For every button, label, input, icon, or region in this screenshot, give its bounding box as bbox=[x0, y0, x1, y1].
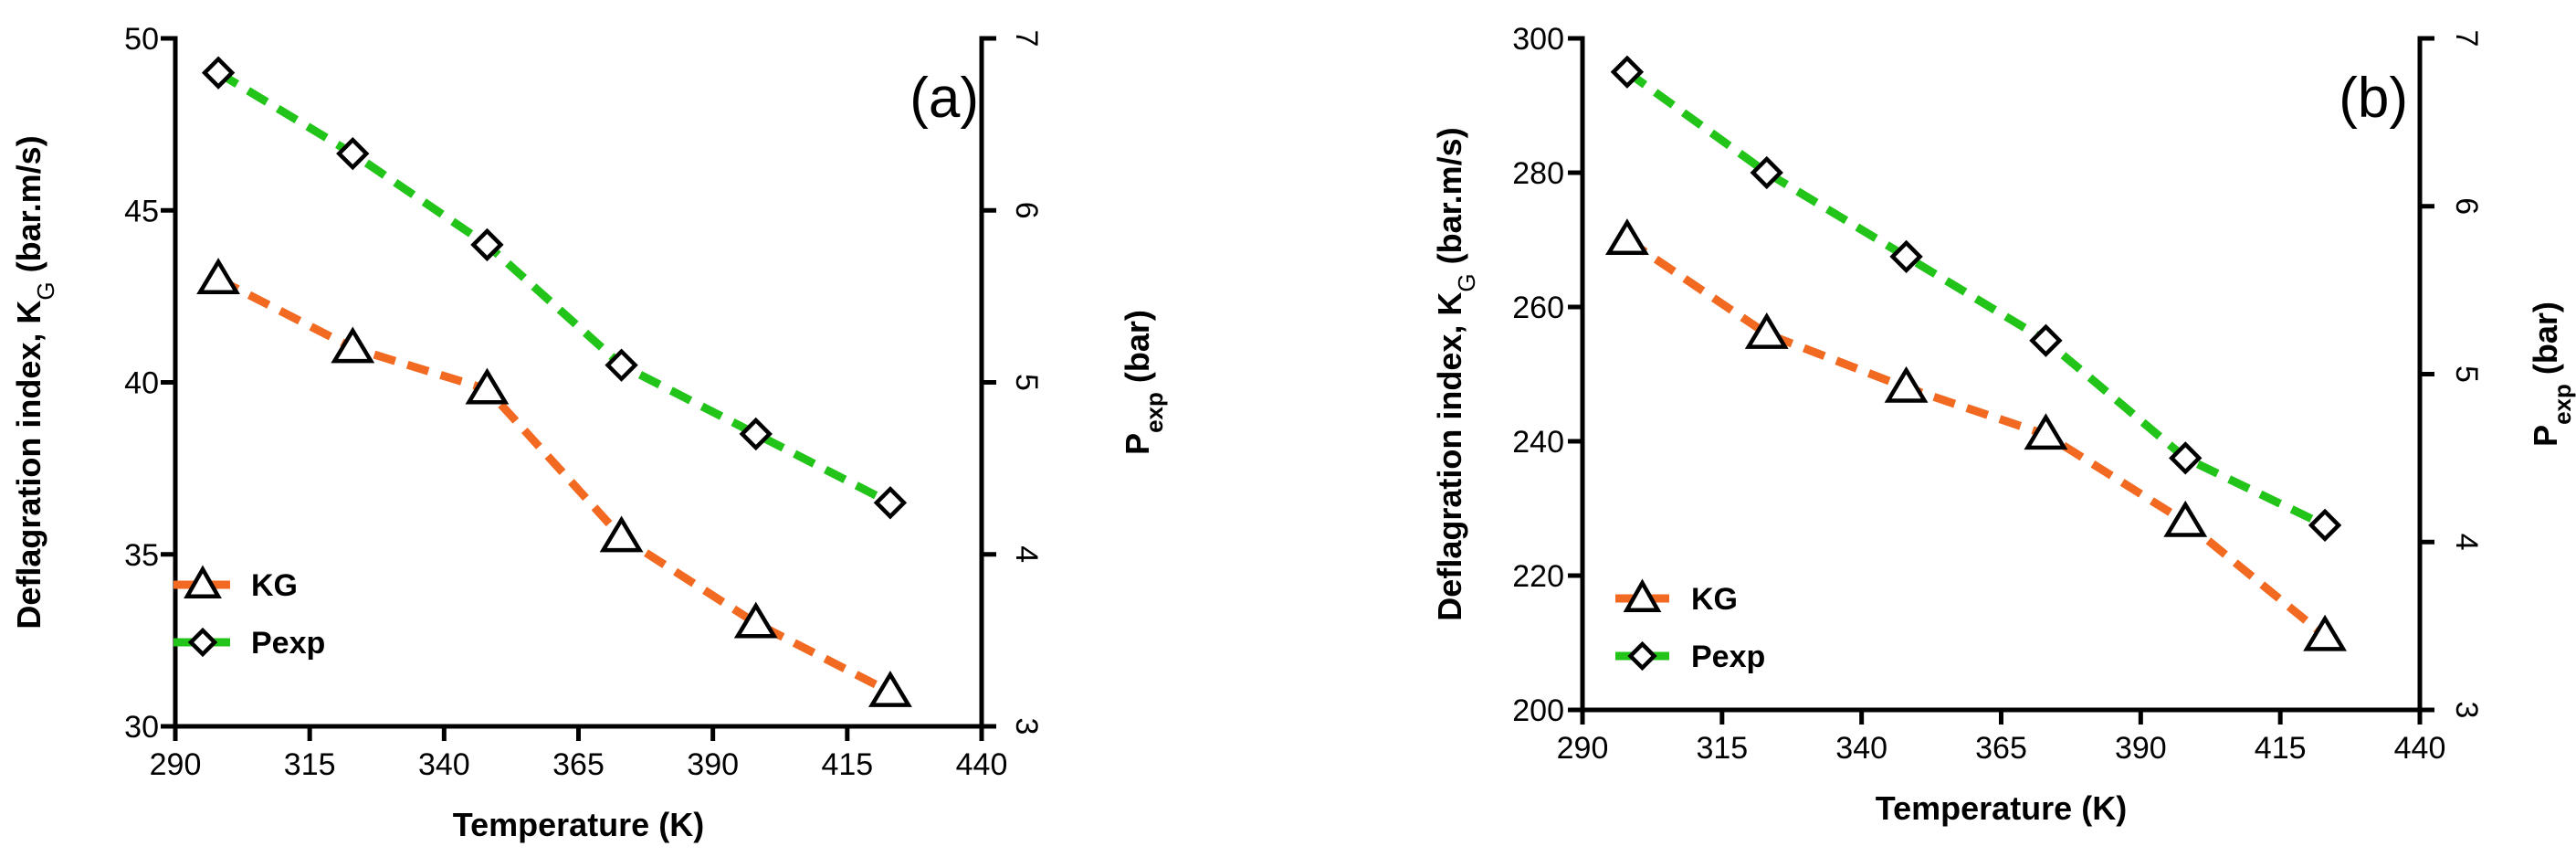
panel-a-y2-tick-label: 3 bbox=[1009, 718, 1044, 735]
panel-a-x-tick-label: 440 bbox=[956, 747, 1008, 782]
panel-b-legend-kg-marker bbox=[1623, 578, 1662, 612]
panel-b-chart: 290 315 340 365 390 415 4402002202402602803003… bbox=[1431, 22, 2576, 827]
panel-a-series-kg-point bbox=[733, 601, 778, 639]
panel-b-series-pexp-point bbox=[1610, 55, 1645, 89]
panel-a-legend: KG Pexp bbox=[173, 565, 325, 661]
panel-a-series-kg-point bbox=[868, 670, 912, 707]
panel-b-series-kg-point bbox=[2303, 614, 2347, 651]
panel-b-x-tick-label: 315 bbox=[1696, 731, 1748, 766]
panel-a-series-pexp-point bbox=[470, 227, 504, 262]
panel-a-legend-kg-marker bbox=[184, 565, 222, 598]
panel-a-series-kg-line bbox=[216, 275, 892, 696]
panel-a-x-tick-label: 415 bbox=[821, 747, 873, 782]
panel-a-legend-pexp-label: Pexp bbox=[251, 626, 325, 661]
panel-b-y2-tick-label: 6 bbox=[2449, 197, 2484, 215]
panel-b-y-tick-label: 260 bbox=[1512, 291, 1564, 325]
panel-b-y2-tick-label: 5 bbox=[2449, 365, 2484, 383]
panel-b-y-tick-label: 280 bbox=[1512, 156, 1564, 191]
panel-a-x-axis-title: Temperature (K) bbox=[453, 806, 704, 843]
panel-b-series-pexp-point bbox=[2308, 508, 2342, 543]
panel-a-y-tick-label: 45 bbox=[124, 194, 159, 228]
panel-a-legend-pexp-marker bbox=[187, 627, 218, 658]
panel-a-legend-kg-label: KG bbox=[251, 568, 298, 603]
panel-b-series-kg-point bbox=[1744, 312, 1789, 349]
panel-b-series-kg-point bbox=[1604, 218, 1649, 255]
panel-a-y-axis-title: Deflagration index, KG (bar.m/s) bbox=[10, 135, 59, 629]
panel-a-series-kg-point bbox=[331, 326, 375, 364]
panel-a-y2-tick-label: 7 bbox=[1009, 30, 1044, 48]
panel-a-x-tick-label: 365 bbox=[552, 747, 605, 782]
panel-b-series-pexp-point bbox=[1889, 239, 1923, 274]
panel-b-legend-pexp-marker bbox=[1627, 640, 1657, 672]
panel-a-series-pexp-point bbox=[336, 136, 370, 171]
panel-b-series-pexp-point bbox=[2029, 323, 2063, 357]
panel-b-y2-tick-label: 4 bbox=[2449, 534, 2484, 551]
panel-b-y-tick-label: 240 bbox=[1512, 425, 1564, 460]
panel-b-series-kg-point bbox=[2163, 500, 2208, 537]
panel-a-y2-tick-label: 4 bbox=[1009, 545, 1044, 563]
panel-b-series-pexp-line bbox=[1624, 69, 2328, 529]
panel-b-series-pexp-point bbox=[2169, 441, 2203, 475]
panel-a-series-pexp-point bbox=[739, 417, 773, 451]
panel-b-series-pexp-point bbox=[1750, 155, 1783, 190]
panel-a-chart: 290 315 340 365 390 415 440303540455034567Temp… bbox=[10, 22, 1168, 843]
panel-b-legend-pexp-label: Pexp bbox=[1691, 640, 1765, 674]
panel-a-x-tick-label: 315 bbox=[284, 747, 336, 782]
panel-b-legend-kg-label: KG bbox=[1691, 582, 1738, 617]
panel-b-x-tick-label: 440 bbox=[2394, 731, 2446, 766]
panel-a-y-tick-label: 35 bbox=[124, 538, 159, 573]
panel-a-y2-axis-title: Pexp (bar) bbox=[1119, 310, 1168, 455]
panel-b-y-tick-label: 300 bbox=[1512, 22, 1564, 57]
panel-b-x-tick-label: 365 bbox=[1975, 731, 2027, 766]
panel-b-legend: KG Pexp bbox=[1615, 578, 1765, 674]
panel-b-y2-tick-label: 7 bbox=[2449, 30, 2484, 48]
panel-b-series-kg-point bbox=[2024, 413, 2068, 450]
panel-a-series-kg-point bbox=[196, 258, 241, 295]
panel-b-series-kg-line bbox=[1624, 236, 2328, 640]
panel-b-y-tick-label: 220 bbox=[1512, 559, 1564, 594]
panel-b-y-axis-title: Deflagration index, KG (bar.m/s) bbox=[1431, 127, 1480, 620]
panel-b-x-tick-label: 340 bbox=[1835, 731, 1887, 766]
panel-a-series-pexp-point bbox=[605, 348, 638, 382]
panel-a-series-pexp-point bbox=[201, 56, 236, 90]
panel-a-series-pexp-line bbox=[216, 69, 892, 507]
panel-b-y2-tick-label: 3 bbox=[2449, 702, 2484, 719]
panel-b-x-tick-label: 390 bbox=[2115, 731, 2167, 766]
panel-a-series-pexp-point bbox=[873, 486, 908, 520]
panel-b-x-axis-title: Temperature (K) bbox=[1876, 789, 2127, 827]
panel-a-y-tick-label: 30 bbox=[124, 710, 159, 745]
panel-a-y2-tick-label: 6 bbox=[1009, 202, 1044, 219]
panel-b-series-kg-point bbox=[1884, 365, 1929, 403]
panel-a-y-tick-label: 50 bbox=[124, 22, 159, 57]
panel-a-series-kg-point bbox=[465, 367, 510, 405]
panel-a-series-kg-point bbox=[599, 515, 644, 553]
panel-b-y-tick-label: 200 bbox=[1512, 693, 1564, 728]
panel-a-x-tick-label: 340 bbox=[418, 747, 470, 782]
panel-b-y2-axis-title: Pexp (bar) bbox=[2527, 302, 2576, 447]
panel-b-x-tick-label: 290 bbox=[1557, 731, 1609, 766]
panel-a-y-tick-label: 40 bbox=[124, 366, 159, 401]
panel-b-panel-label: (b) bbox=[2339, 67, 2408, 130]
panel-b-x-tick-label: 415 bbox=[2255, 731, 2307, 766]
panel-a-x-tick-label: 290 bbox=[150, 747, 202, 782]
panel-a-x-tick-label: 390 bbox=[687, 747, 739, 782]
panel-a-y2-tick-label: 5 bbox=[1009, 374, 1044, 391]
panel-a-panel-label: (a) bbox=[909, 67, 979, 130]
